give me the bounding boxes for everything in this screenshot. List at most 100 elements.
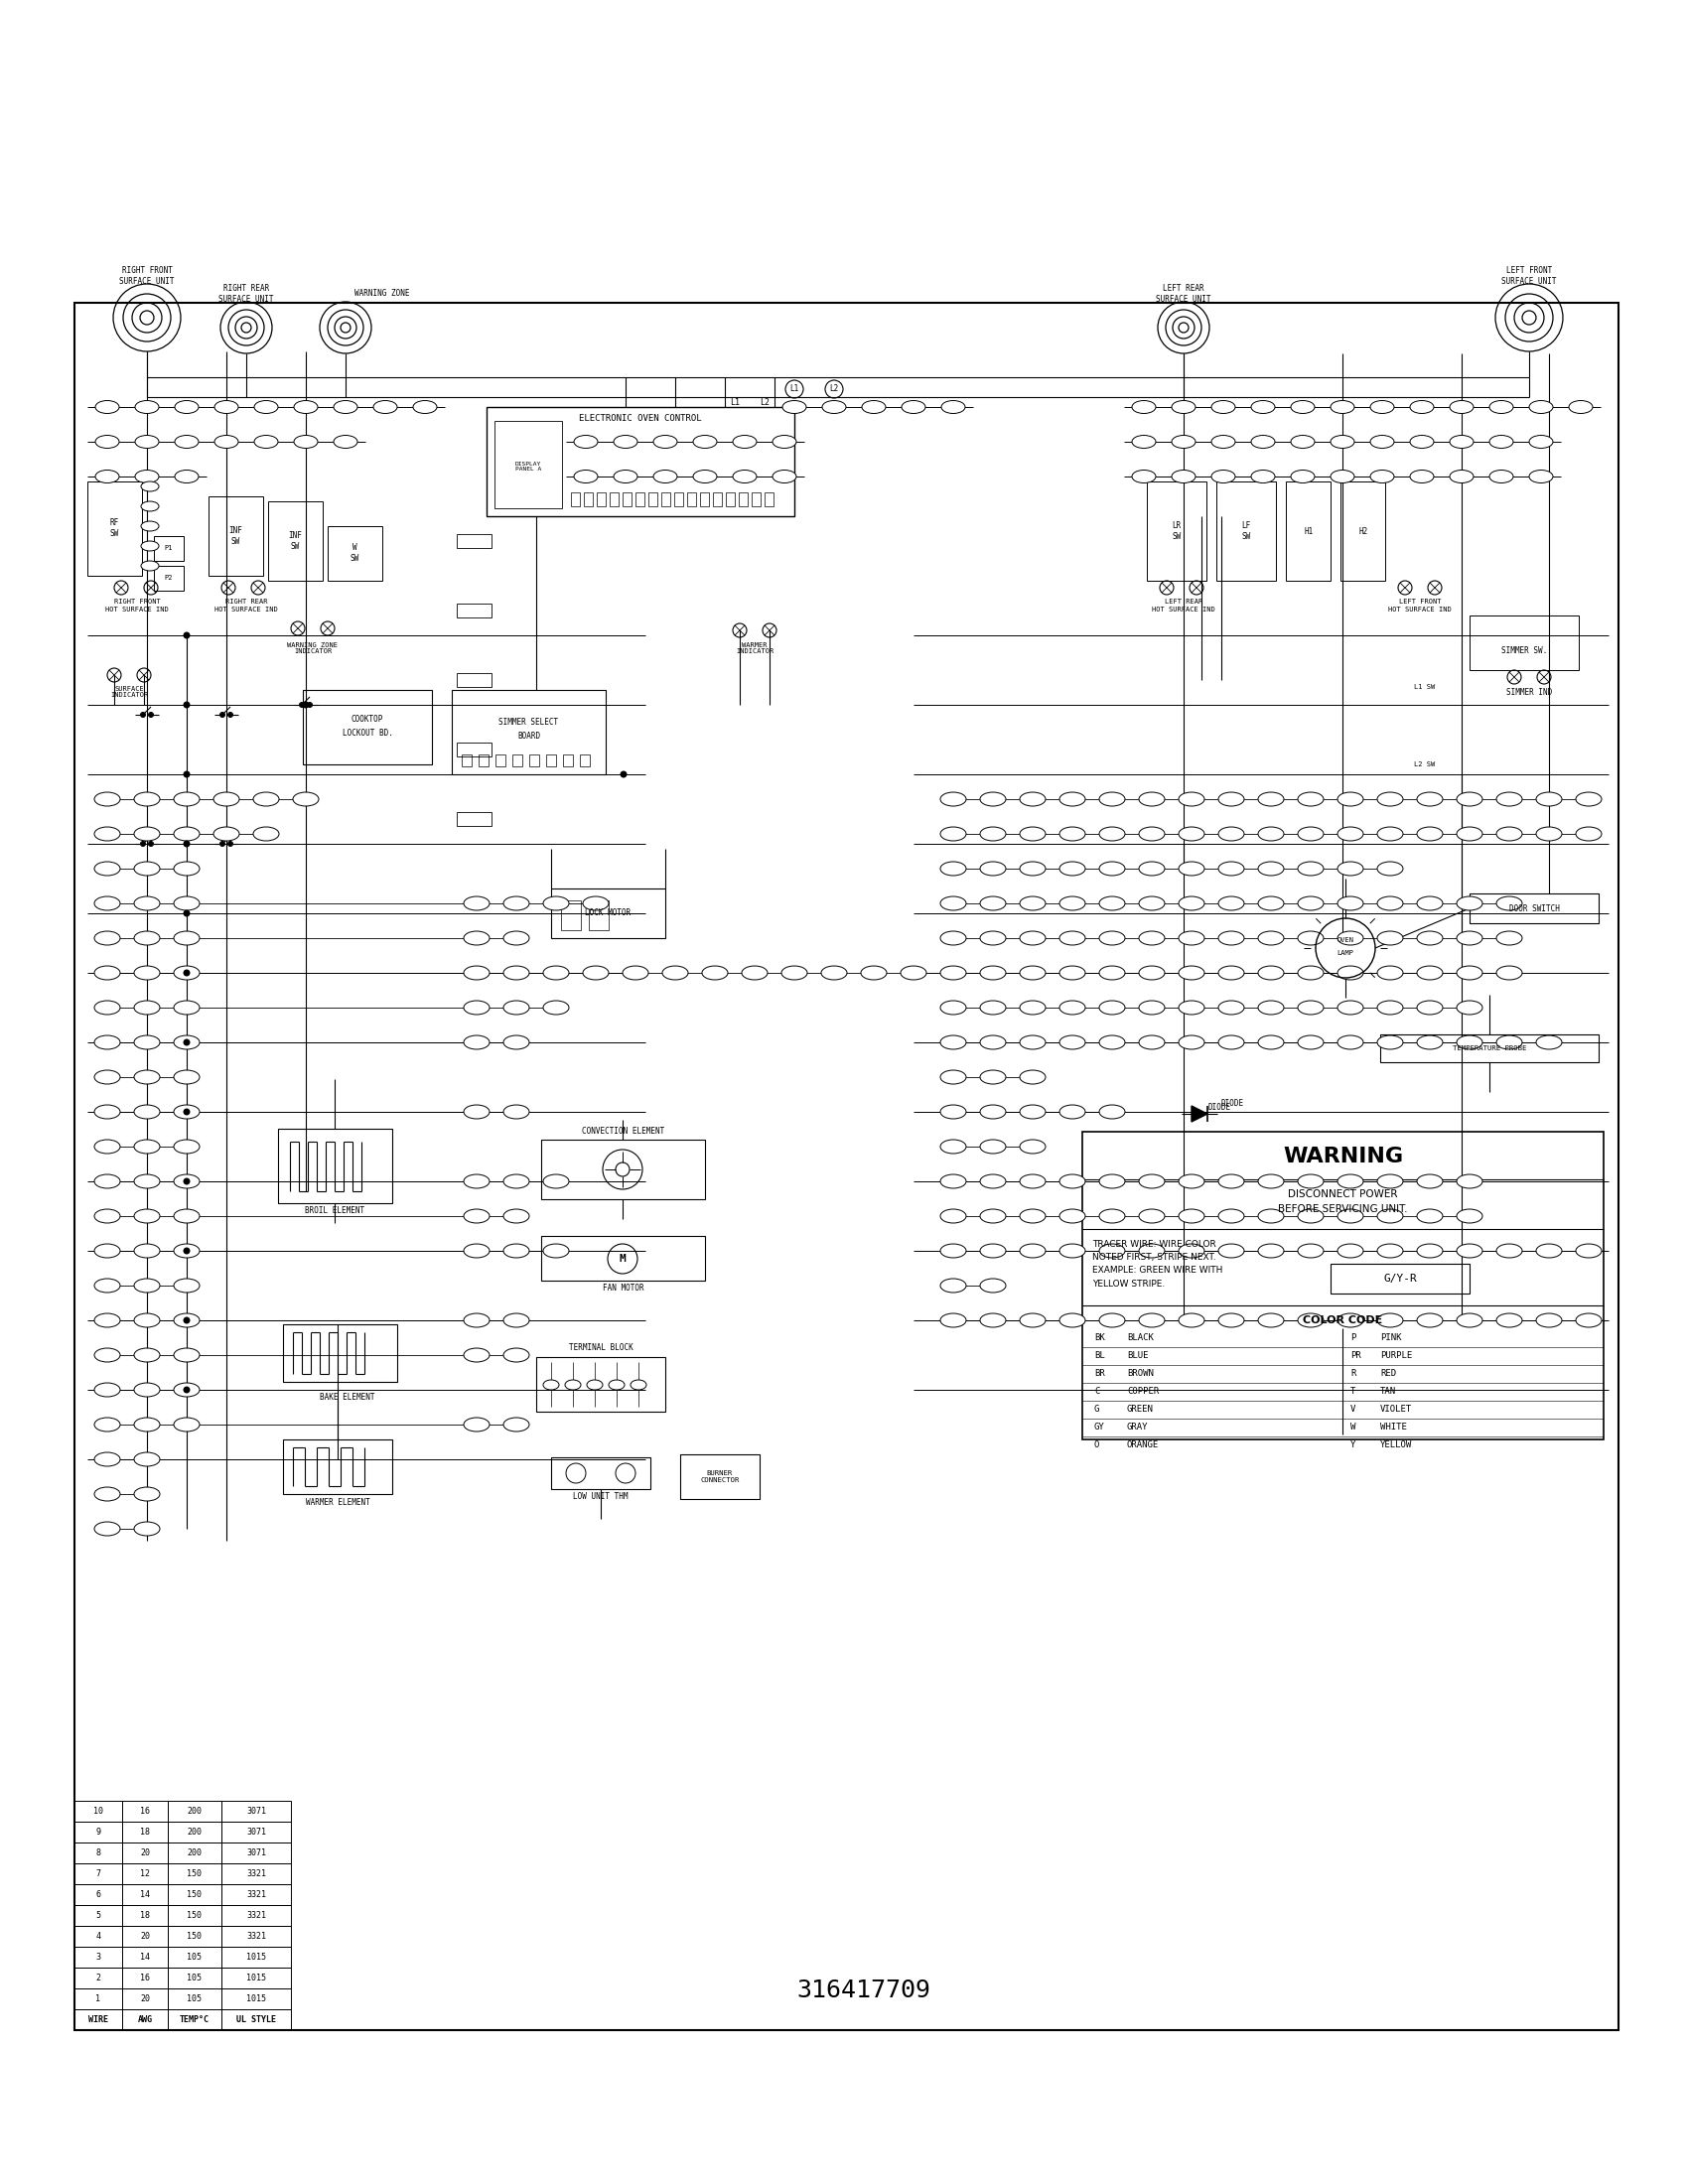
Text: CONVECTION ELEMENT: CONVECTION ELEMENT: [582, 1127, 665, 1136]
Text: DISPLAY
PANEL A: DISPLAY PANEL A: [515, 461, 542, 472]
Ellipse shape: [95, 1313, 120, 1328]
Ellipse shape: [614, 435, 638, 448]
Ellipse shape: [1416, 1035, 1443, 1048]
Text: 1015: 1015: [246, 1974, 267, 1983]
Ellipse shape: [1496, 828, 1523, 841]
Bar: [680, 1455, 760, 1498]
Bar: [1381, 1035, 1599, 1061]
Bar: [154, 566, 184, 590]
Text: T: T: [1350, 1387, 1355, 1396]
Circle shape: [299, 703, 304, 708]
Bar: [74, 1968, 122, 1987]
Text: EXAMPLE: GREEN WIRE WITH: EXAMPLE: GREEN WIRE WITH: [1092, 1267, 1222, 1275]
Text: WARMER ELEMENT: WARMER ELEMENT: [306, 1498, 370, 1507]
Text: 8: 8: [96, 1848, 101, 1856]
Ellipse shape: [135, 435, 159, 448]
Ellipse shape: [1219, 1000, 1244, 1016]
Circle shape: [184, 1109, 191, 1116]
Text: LOCK MOTOR: LOCK MOTOR: [586, 909, 631, 917]
Text: UL STYLE: UL STYLE: [236, 2016, 277, 2025]
Ellipse shape: [213, 828, 240, 841]
Bar: [122, 1802, 167, 1821]
Text: L2: L2: [829, 384, 839, 393]
Ellipse shape: [1020, 1313, 1045, 1328]
Ellipse shape: [464, 930, 490, 946]
Text: LR
SW: LR SW: [1171, 522, 1182, 542]
Ellipse shape: [133, 1105, 160, 1118]
Text: 18: 18: [140, 1828, 150, 1837]
Ellipse shape: [174, 1278, 199, 1293]
Ellipse shape: [174, 1175, 199, 1188]
Ellipse shape: [176, 470, 199, 483]
Ellipse shape: [1377, 828, 1403, 841]
Ellipse shape: [544, 1380, 559, 1389]
Ellipse shape: [1416, 793, 1443, 806]
Ellipse shape: [1178, 793, 1205, 806]
Ellipse shape: [176, 400, 199, 413]
Circle shape: [619, 771, 626, 778]
Ellipse shape: [1251, 470, 1274, 483]
Ellipse shape: [133, 895, 160, 911]
Ellipse shape: [1409, 470, 1433, 483]
Text: DIODE: DIODE: [1222, 1099, 1244, 1109]
Ellipse shape: [565, 1380, 581, 1389]
Ellipse shape: [1529, 435, 1553, 448]
Ellipse shape: [1178, 1035, 1205, 1048]
Ellipse shape: [174, 895, 199, 911]
Ellipse shape: [176, 435, 199, 448]
Text: RIGHT REAR
SURFACE UNIT: RIGHT REAR SURFACE UNIT: [219, 284, 273, 304]
Bar: [221, 1946, 290, 1968]
Ellipse shape: [95, 1522, 120, 1535]
Ellipse shape: [582, 895, 609, 911]
Bar: [74, 304, 1619, 2031]
Ellipse shape: [1457, 1245, 1482, 1258]
Bar: [122, 1863, 167, 1885]
Ellipse shape: [1377, 1245, 1403, 1258]
Ellipse shape: [940, 1313, 966, 1328]
Ellipse shape: [503, 1000, 530, 1016]
Ellipse shape: [1298, 1035, 1323, 1048]
Ellipse shape: [95, 470, 120, 483]
Ellipse shape: [133, 1522, 160, 1535]
Ellipse shape: [95, 895, 120, 911]
Ellipse shape: [1298, 1313, 1323, 1328]
Ellipse shape: [1258, 793, 1285, 806]
Ellipse shape: [1298, 965, 1323, 981]
Ellipse shape: [1219, 895, 1244, 911]
Ellipse shape: [1298, 793, 1323, 806]
Circle shape: [302, 701, 309, 708]
Ellipse shape: [133, 1140, 160, 1153]
Bar: [209, 496, 263, 577]
Ellipse shape: [174, 1035, 199, 1048]
Bar: [167, 1987, 221, 2009]
Ellipse shape: [942, 400, 966, 413]
Ellipse shape: [1099, 1000, 1124, 1016]
Ellipse shape: [142, 480, 159, 491]
Circle shape: [184, 701, 191, 708]
Bar: [74, 1926, 122, 1946]
Circle shape: [149, 841, 154, 845]
Ellipse shape: [1416, 1313, 1443, 1328]
Text: 150: 150: [187, 1870, 203, 1878]
Bar: [609, 491, 618, 507]
Ellipse shape: [464, 1245, 490, 1258]
Bar: [221, 1968, 290, 1987]
Ellipse shape: [1377, 1313, 1403, 1328]
Ellipse shape: [1457, 930, 1482, 946]
Circle shape: [219, 841, 225, 845]
Ellipse shape: [1099, 965, 1124, 981]
Ellipse shape: [1258, 1245, 1285, 1258]
Ellipse shape: [133, 1452, 160, 1465]
Circle shape: [184, 970, 191, 976]
Text: RIGHT FRONT
SURFACE UNIT: RIGHT FRONT SURFACE UNIT: [120, 266, 174, 286]
Bar: [1340, 480, 1386, 581]
Text: P: P: [1350, 1334, 1355, 1343]
Text: 105: 105: [187, 1994, 203, 2003]
Text: H1: H1: [1305, 526, 1313, 535]
Bar: [751, 491, 761, 507]
Ellipse shape: [1496, 1313, 1523, 1328]
Text: YELLOW: YELLOW: [1381, 1441, 1413, 1450]
Ellipse shape: [1219, 1035, 1244, 1048]
Ellipse shape: [1178, 1210, 1205, 1223]
Text: INF
SW: INF SW: [289, 531, 302, 550]
